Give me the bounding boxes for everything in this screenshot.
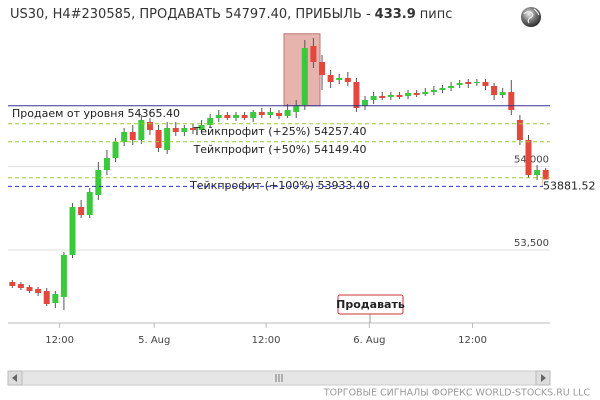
x-tick-label: 5. Aug — [138, 335, 170, 346]
signal-button[interactable]: Продавать — [336, 298, 405, 311]
candle-body — [405, 93, 412, 96]
candle-body — [267, 112, 274, 115]
candle-body — [172, 128, 179, 132]
x-tick-label: 12:00 — [458, 335, 487, 346]
candle-body — [78, 207, 85, 215]
candle-body — [396, 95, 403, 97]
candle-body — [327, 75, 334, 82]
candle-body — [276, 113, 282, 116]
candle-body — [17, 284, 24, 288]
candle-body — [198, 125, 205, 130]
candle-body — [284, 110, 291, 116]
candle-body — [207, 118, 214, 125]
level-label: Тейкпрофит (+25%) 54257.40 — [193, 125, 367, 138]
candle-body — [362, 100, 369, 106]
candle-body — [112, 142, 119, 158]
candle-body — [293, 105, 300, 112]
current-price-box — [543, 179, 600, 194]
candle-body — [86, 192, 93, 215]
globe-icon[interactable] — [521, 7, 541, 27]
candle-body — [301, 48, 308, 105]
candle-body — [473, 82, 480, 83]
signal-button-box — [337, 294, 404, 315]
candle-body — [516, 120, 523, 140]
header-profit: 433.9 — [375, 7, 416, 22]
candle-body — [465, 82, 472, 84]
x-tick-label: 12:00 — [45, 335, 74, 346]
x-tick-label: 6. Aug — [353, 335, 385, 346]
current-price-label: 53881.52 — [543, 179, 596, 192]
candle-body — [379, 96, 386, 98]
candle-body — [353, 82, 360, 108]
candle-body — [69, 207, 76, 255]
candle-body — [35, 289, 42, 293]
footer: ТОРГОВЫЕ СИГНАЛЫ ФОРЕКС WORLD-STOCKS.RU … — [323, 388, 591, 399]
candle-body — [138, 120, 145, 140]
y-tick-label: 54,000 — [514, 155, 549, 166]
candle-body — [155, 130, 162, 148]
candle-body — [129, 132, 136, 140]
candle-body — [181, 128, 188, 132]
candle-body — [439, 88, 446, 90]
candle-body — [103, 158, 110, 170]
candle-body — [344, 78, 351, 82]
candle-body — [121, 132, 128, 142]
candle-body — [215, 115, 222, 118]
candle-body — [482, 82, 489, 86]
header-prefix: US30, H4#230585, ПРОДАВАТЬ 54797.40, ПРИ… — [10, 7, 371, 22]
candle-body — [43, 291, 50, 304]
candle-body — [60, 255, 67, 297]
candle-body — [146, 122, 153, 130]
header: US30, H4#230585, ПРОДАВАТЬ 54797.40, ПРИ… — [10, 7, 452, 22]
candle-body — [413, 93, 420, 95]
candle-body — [95, 170, 102, 195]
y-tick-label: 53,500 — [514, 238, 549, 249]
candle-body — [164, 128, 171, 150]
candle-body — [491, 86, 498, 95]
candle-body — [189, 128, 196, 130]
candle-body — [232, 115, 239, 118]
level-label: Тейкпрофит (+100%) 53933.40 — [189, 179, 370, 192]
scrollbar[interactable] — [7, 370, 551, 386]
candle-body — [448, 86, 455, 88]
candle-body — [319, 62, 326, 75]
candle-body — [430, 90, 437, 92]
candle-body — [9, 282, 16, 286]
candle-body — [387, 95, 394, 97]
plot-area: 53,500 54,000 12:00 5. Aug 12:00 6. Aug 12:00 П… — [8, 33, 600, 346]
candle-body — [52, 294, 59, 303]
candle-body — [250, 112, 257, 118]
level-label: Тейкпрофит (+50%) 54149.40 — [193, 143, 367, 156]
candle-body — [456, 83, 463, 85]
candle-body — [499, 92, 506, 95]
level-label: Продаем от уровня 54365.40 — [12, 107, 180, 120]
candle-body — [534, 170, 541, 175]
candle-body — [241, 115, 248, 118]
candle-body — [370, 96, 377, 100]
candle-body — [336, 78, 343, 80]
candle-body — [26, 287, 33, 291]
x-tick-label: 12:00 — [252, 335, 281, 346]
candle-body — [508, 92, 515, 110]
candle-body — [258, 112, 265, 115]
candle-body — [422, 92, 429, 94]
header-unit: пипс — [420, 7, 453, 22]
candle-body — [542, 170, 549, 187]
candle-body — [525, 140, 532, 175]
candle-body — [224, 115, 231, 118]
candle-body — [310, 46, 317, 62]
